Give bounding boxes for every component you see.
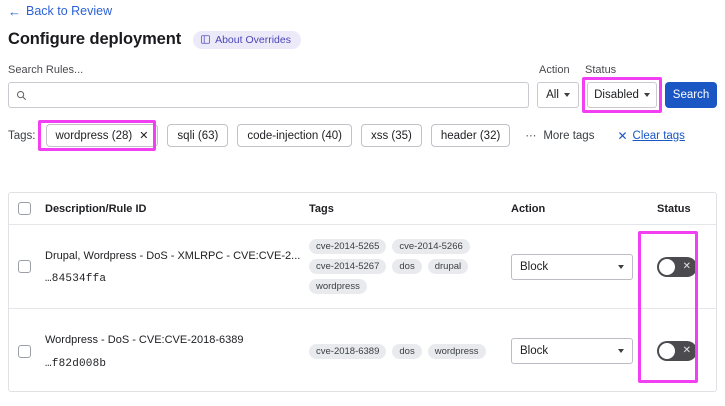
rule-tag: dos [392, 343, 422, 359]
rule-id: …f82d008b [45, 357, 107, 370]
row-select-cell [9, 344, 39, 358]
ellipsis-icon: ⋯ [525, 130, 538, 142]
column-header-tags: Tags [309, 202, 334, 215]
rule-description-cell: Wordpress - DoS - CVE:CVE-2018-6389 …f82… [39, 332, 307, 370]
tag-chip-label: wordpress (28) [55, 129, 133, 142]
tag-chip-xss[interactable]: xss (35) [360, 124, 422, 147]
close-icon[interactable]: ✕ [139, 130, 149, 142]
status-toggle[interactable]: ✕ [657, 256, 697, 277]
tag-chip-label: header (32) [440, 129, 501, 142]
about-overrides-badge[interactable]: About Overrides [193, 30, 301, 49]
rule-tag: cve-2014-5267 [309, 259, 387, 274]
page-title: Configure deployment [8, 30, 182, 48]
toggle-knob [659, 343, 675, 359]
row-select-cell [9, 260, 39, 273]
tag-chip-sqli[interactable]: sqli (63) [167, 124, 229, 147]
status-filter-value: Disabled [594, 89, 639, 101]
tag-chip-header[interactable]: header (32) [430, 124, 511, 147]
action-select-value: Block [520, 345, 549, 357]
back-to-review-link[interactable]: ← Back to Review [8, 4, 112, 18]
rule-id: …84534ffa [45, 273, 107, 286]
column-header-status: Status [657, 202, 691, 215]
search-input[interactable] [33, 83, 521, 107]
rule-description: Wordpress - DoS - CVE:CVE-2018-6389 [45, 334, 244, 347]
search-input-wrapper[interactable] [8, 82, 529, 108]
tag-chip-label: xss (35) [370, 129, 412, 142]
rule-description-cell: Drupal, Wordpress - DoS - XMLRPC - CVE:C… [39, 248, 307, 286]
close-icon: ✕ [617, 128, 628, 143]
tags-filter-row: Tags: wordpress (28) ✕ sqli (63) code-in… [8, 124, 685, 147]
status-filter-label: Status [585, 64, 617, 76]
select-all-checkbox[interactable] [17, 202, 31, 215]
search-rules-label: Search Rules... [8, 64, 84, 76]
rule-tag: wordpress [309, 279, 367, 294]
search-button[interactable]: Search [665, 82, 717, 108]
chevron-down-icon [618, 349, 624, 353]
tag-chip-code-injection[interactable]: code-injection (40) [237, 124, 352, 147]
rule-status-cell: ✕ [647, 256, 716, 277]
tag-chip-label: sqli (63) [177, 129, 219, 142]
select-all-cell [9, 202, 39, 215]
rule-tag: cve-2014-5265 [309, 239, 387, 254]
more-tags-button[interactable]: ⋯ More tags [525, 129, 595, 143]
action-filter-value: All [546, 89, 559, 101]
chevron-down-icon [643, 93, 650, 97]
rule-tag: wordpress [427, 343, 486, 359]
tags-label: Tags: [8, 129, 36, 142]
arrow-left-icon: ← [8, 3, 21, 19]
search-icon [16, 90, 27, 101]
close-icon: ✕ [682, 260, 691, 272]
clear-tags-label: Clear tags [632, 129, 685, 142]
chevron-down-icon [618, 264, 624, 269]
action-filter-label: Action [539, 64, 570, 76]
status-toggle[interactable]: ✕ [657, 341, 697, 361]
action-select-value: Block [520, 260, 549, 273]
action-select[interactable]: Block [511, 253, 633, 280]
rule-action-cell: Block [507, 338, 647, 364]
table-header-row: Description/Rule ID Tags Action Status [9, 193, 716, 225]
tag-chip-label: code-injection (40) [247, 129, 342, 142]
rule-tag: cve-2014-5266 [392, 239, 470, 254]
rule-action-cell: Block [507, 253, 647, 280]
action-select[interactable]: Block [511, 338, 633, 364]
chevron-down-icon [563, 93, 570, 97]
back-to-review-label: Back to Review [26, 4, 113, 18]
close-icon: ✕ [682, 345, 691, 356]
rule-tag: dos [392, 259, 422, 274]
rule-status-cell: ✕ [647, 341, 716, 361]
status-filter-select[interactable]: Disabled [587, 82, 657, 108]
about-overrides-label: About Overrides [215, 33, 291, 46]
clear-tags-button[interactable]: ✕ Clear tags [617, 129, 684, 143]
column-header-action: Action [511, 202, 546, 215]
more-tags-label: More tags [543, 129, 595, 142]
rule-tags-cell: cve-2014-5265 cve-2014-5266 cve-2014-526… [307, 239, 507, 294]
rules-table: Description/Rule ID Tags Action Status D… [8, 192, 717, 392]
rule-description: Drupal, Wordpress - DoS - XMLRPC - CVE:C… [45, 249, 301, 262]
page-header: Configure deployment About Overrides [8, 30, 301, 49]
row-checkbox[interactable] [17, 260, 31, 273]
book-icon [201, 35, 211, 44]
tag-chip-wordpress[interactable]: wordpress (28) ✕ [45, 124, 159, 147]
table-row: Wordpress - DoS - CVE:CVE-2018-6389 …f82… [9, 309, 716, 391]
column-header-description: Description/Rule ID [45, 202, 147, 215]
action-filter-select[interactable]: All [537, 82, 579, 108]
row-checkbox[interactable] [17, 344, 31, 358]
table-row: Drupal, Wordpress - DoS - XMLRPC - CVE:C… [9, 225, 716, 309]
rule-tag: drupal [427, 259, 469, 274]
rule-tag: cve-2018-6389 [309, 343, 387, 359]
rule-tags-cell: cve-2018-6389 dos wordpress [307, 343, 507, 359]
toggle-knob [659, 258, 675, 275]
